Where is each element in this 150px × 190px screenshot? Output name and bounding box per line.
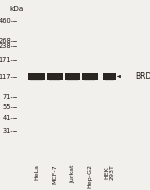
Bar bbox=[67, 80, 78, 81]
Text: 238-: 238- bbox=[0, 43, 14, 49]
Text: HEK
293T: HEK 293T bbox=[104, 164, 115, 180]
Bar bbox=[105, 80, 114, 81]
Bar bbox=[84, 80, 95, 81]
Text: kDa: kDa bbox=[9, 6, 23, 12]
Text: HeLa: HeLa bbox=[34, 164, 39, 180]
Text: 171-: 171- bbox=[0, 57, 14, 63]
Bar bbox=[82, 73, 98, 80]
Text: Jurkat: Jurkat bbox=[70, 164, 75, 183]
Bar bbox=[28, 73, 45, 80]
Text: 460-: 460- bbox=[0, 18, 14, 24]
Bar bbox=[50, 80, 60, 81]
Bar bbox=[65, 73, 80, 80]
Text: 117-: 117- bbox=[0, 74, 14, 79]
Text: Hep-G2: Hep-G2 bbox=[87, 164, 92, 188]
Text: 268-: 268- bbox=[0, 38, 14, 44]
Text: 31-: 31- bbox=[3, 128, 13, 135]
Text: MCF-7: MCF-7 bbox=[52, 164, 57, 184]
Text: 55-: 55- bbox=[3, 105, 13, 110]
Text: BRD2: BRD2 bbox=[135, 72, 150, 81]
Text: 41-: 41- bbox=[3, 115, 13, 121]
Bar bbox=[47, 73, 63, 80]
Bar bbox=[103, 73, 116, 80]
Bar bbox=[30, 80, 43, 81]
Text: 71-: 71- bbox=[3, 94, 13, 100]
